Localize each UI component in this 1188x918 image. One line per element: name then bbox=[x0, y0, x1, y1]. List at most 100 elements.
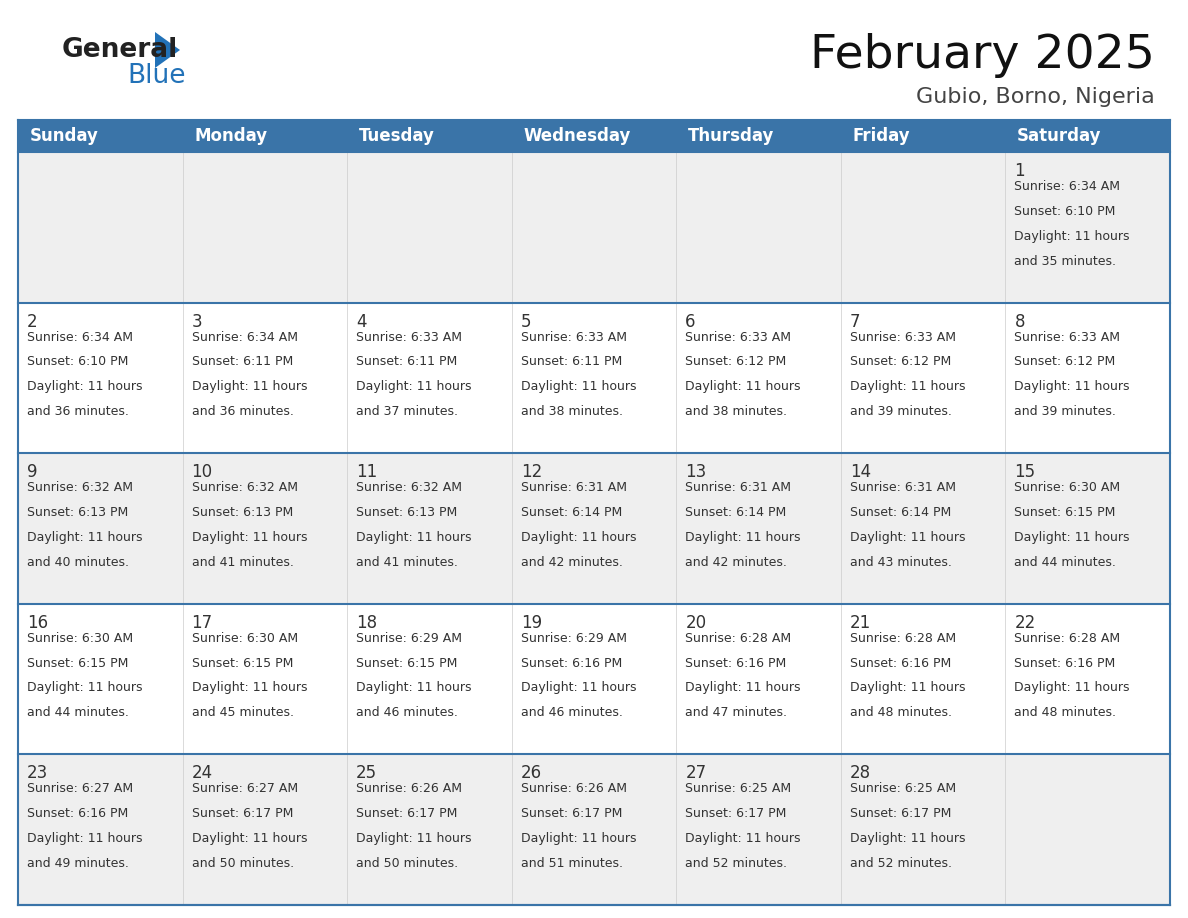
Text: Daylight: 11 hours: Daylight: 11 hours bbox=[849, 531, 966, 543]
Text: Sunrise: 6:30 AM: Sunrise: 6:30 AM bbox=[27, 632, 133, 644]
Bar bbox=[18, 755, 183, 905]
Text: Sunrise: 6:30 AM: Sunrise: 6:30 AM bbox=[1015, 481, 1120, 494]
Text: Sunrise: 6:33 AM: Sunrise: 6:33 AM bbox=[1015, 330, 1120, 343]
Text: 10: 10 bbox=[191, 464, 213, 481]
Text: Sunset: 6:16 PM: Sunset: 6:16 PM bbox=[849, 656, 952, 669]
Text: and 36 minutes.: and 36 minutes. bbox=[27, 405, 129, 418]
Text: and 46 minutes.: and 46 minutes. bbox=[520, 706, 623, 720]
Text: Friday: Friday bbox=[852, 127, 910, 145]
Bar bbox=[1005, 120, 1170, 152]
Text: Sunrise: 6:29 AM: Sunrise: 6:29 AM bbox=[520, 632, 627, 644]
Text: and 47 minutes.: and 47 minutes. bbox=[685, 706, 788, 720]
Text: Sunrise: 6:25 AM: Sunrise: 6:25 AM bbox=[685, 782, 791, 795]
Text: Sunset: 6:16 PM: Sunset: 6:16 PM bbox=[520, 656, 623, 669]
Text: 19: 19 bbox=[520, 614, 542, 632]
Text: Sunset: 6:12 PM: Sunset: 6:12 PM bbox=[849, 355, 952, 368]
Text: Sunrise: 6:28 AM: Sunrise: 6:28 AM bbox=[849, 632, 956, 644]
Text: 21: 21 bbox=[849, 614, 871, 632]
Text: Sunset: 6:10 PM: Sunset: 6:10 PM bbox=[1015, 205, 1116, 218]
Bar bbox=[841, 152, 1005, 303]
Bar bbox=[841, 604, 1005, 755]
Text: Thursday: Thursday bbox=[688, 127, 775, 145]
Bar bbox=[512, 453, 676, 604]
Text: and 52 minutes.: and 52 minutes. bbox=[849, 856, 952, 870]
Text: Sunrise: 6:33 AM: Sunrise: 6:33 AM bbox=[356, 330, 462, 343]
Text: and 52 minutes.: and 52 minutes. bbox=[685, 856, 788, 870]
Text: Sunset: 6:14 PM: Sunset: 6:14 PM bbox=[849, 506, 952, 519]
Text: Sunrise: 6:33 AM: Sunrise: 6:33 AM bbox=[685, 330, 791, 343]
Bar bbox=[18, 120, 183, 152]
Text: Sunrise: 6:32 AM: Sunrise: 6:32 AM bbox=[27, 481, 133, 494]
Text: Daylight: 11 hours: Daylight: 11 hours bbox=[849, 832, 966, 845]
Text: and 46 minutes.: and 46 minutes. bbox=[356, 706, 459, 720]
Bar bbox=[183, 303, 347, 453]
Text: Sunrise: 6:31 AM: Sunrise: 6:31 AM bbox=[685, 481, 791, 494]
Text: Sunset: 6:17 PM: Sunset: 6:17 PM bbox=[685, 807, 786, 821]
Text: 15: 15 bbox=[1015, 464, 1036, 481]
Text: Daylight: 11 hours: Daylight: 11 hours bbox=[27, 681, 143, 695]
Text: Sunset: 6:15 PM: Sunset: 6:15 PM bbox=[27, 656, 128, 669]
Text: Sunrise: 6:32 AM: Sunrise: 6:32 AM bbox=[356, 481, 462, 494]
Text: Sunset: 6:16 PM: Sunset: 6:16 PM bbox=[685, 656, 786, 669]
Bar bbox=[347, 120, 512, 152]
Text: Sunrise: 6:25 AM: Sunrise: 6:25 AM bbox=[849, 782, 956, 795]
Text: Sunset: 6:15 PM: Sunset: 6:15 PM bbox=[356, 656, 457, 669]
Text: Daylight: 11 hours: Daylight: 11 hours bbox=[1015, 380, 1130, 393]
Text: Sunset: 6:12 PM: Sunset: 6:12 PM bbox=[1015, 355, 1116, 368]
Text: Daylight: 11 hours: Daylight: 11 hours bbox=[520, 681, 637, 695]
Text: 13: 13 bbox=[685, 464, 707, 481]
Bar bbox=[18, 604, 183, 755]
Text: Sunday: Sunday bbox=[30, 127, 99, 145]
Text: and 43 minutes.: and 43 minutes. bbox=[849, 555, 952, 569]
Text: and 39 minutes.: and 39 minutes. bbox=[849, 405, 952, 418]
Text: Gubio, Borno, Nigeria: Gubio, Borno, Nigeria bbox=[916, 87, 1155, 107]
Text: 2: 2 bbox=[27, 313, 38, 330]
Text: Sunrise: 6:28 AM: Sunrise: 6:28 AM bbox=[685, 632, 791, 644]
Text: 24: 24 bbox=[191, 765, 213, 782]
Text: and 35 minutes.: and 35 minutes. bbox=[1015, 254, 1117, 267]
Text: 8: 8 bbox=[1015, 313, 1025, 330]
Text: 26: 26 bbox=[520, 765, 542, 782]
Text: Sunrise: 6:32 AM: Sunrise: 6:32 AM bbox=[191, 481, 298, 494]
Text: and 41 minutes.: and 41 minutes. bbox=[356, 555, 459, 569]
Bar bbox=[841, 120, 1005, 152]
Text: 22: 22 bbox=[1015, 614, 1036, 632]
Text: Sunrise: 6:33 AM: Sunrise: 6:33 AM bbox=[520, 330, 627, 343]
Text: and 44 minutes.: and 44 minutes. bbox=[1015, 555, 1117, 569]
Text: and 42 minutes.: and 42 minutes. bbox=[520, 555, 623, 569]
Text: Sunset: 6:17 PM: Sunset: 6:17 PM bbox=[191, 807, 293, 821]
Text: Sunset: 6:15 PM: Sunset: 6:15 PM bbox=[191, 656, 293, 669]
Text: Monday: Monday bbox=[194, 127, 267, 145]
Bar bbox=[1005, 453, 1170, 604]
Bar bbox=[676, 303, 841, 453]
Bar bbox=[347, 604, 512, 755]
Bar bbox=[841, 755, 1005, 905]
Text: and 48 minutes.: and 48 minutes. bbox=[1015, 706, 1117, 720]
Text: and 40 minutes.: and 40 minutes. bbox=[27, 555, 129, 569]
Text: Daylight: 11 hours: Daylight: 11 hours bbox=[1015, 531, 1130, 543]
Text: February 2025: February 2025 bbox=[810, 32, 1155, 77]
Text: and 50 minutes.: and 50 minutes. bbox=[191, 856, 293, 870]
Bar bbox=[18, 152, 183, 303]
Text: and 38 minutes.: and 38 minutes. bbox=[520, 405, 623, 418]
Text: Sunrise: 6:34 AM: Sunrise: 6:34 AM bbox=[191, 330, 298, 343]
Bar bbox=[676, 604, 841, 755]
Bar bbox=[347, 453, 512, 604]
Text: Sunrise: 6:34 AM: Sunrise: 6:34 AM bbox=[27, 330, 133, 343]
Text: 17: 17 bbox=[191, 614, 213, 632]
Text: Sunrise: 6:31 AM: Sunrise: 6:31 AM bbox=[849, 481, 956, 494]
Text: Daylight: 11 hours: Daylight: 11 hours bbox=[356, 380, 472, 393]
Text: Daylight: 11 hours: Daylight: 11 hours bbox=[520, 531, 637, 543]
Text: Tuesday: Tuesday bbox=[359, 127, 435, 145]
Bar bbox=[841, 303, 1005, 453]
Text: 14: 14 bbox=[849, 464, 871, 481]
Text: Sunrise: 6:34 AM: Sunrise: 6:34 AM bbox=[1015, 180, 1120, 193]
Text: 9: 9 bbox=[27, 464, 38, 481]
Text: Sunset: 6:14 PM: Sunset: 6:14 PM bbox=[520, 506, 623, 519]
Text: 23: 23 bbox=[27, 765, 49, 782]
Bar bbox=[347, 303, 512, 453]
Text: Sunset: 6:17 PM: Sunset: 6:17 PM bbox=[520, 807, 623, 821]
Text: Daylight: 11 hours: Daylight: 11 hours bbox=[191, 681, 308, 695]
Bar bbox=[183, 604, 347, 755]
Bar bbox=[676, 453, 841, 604]
